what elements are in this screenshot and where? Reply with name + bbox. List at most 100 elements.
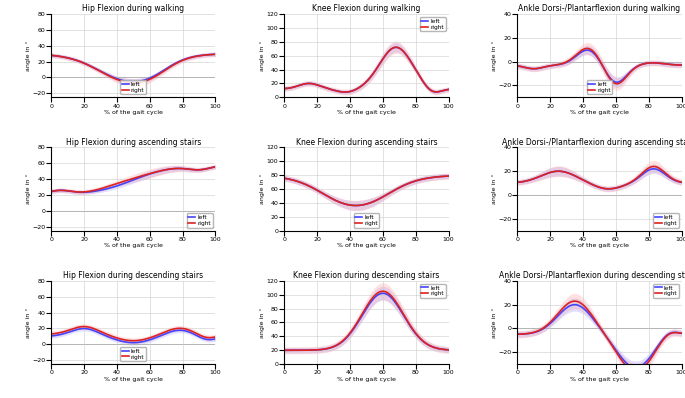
right [604,186,612,191]
right [513,180,521,185]
left [653,167,661,172]
left [445,347,453,352]
right [47,53,55,58]
right [653,60,661,65]
right [377,289,386,294]
left [420,80,428,85]
Line: right: right [284,291,449,350]
left [148,74,156,79]
Line: left: left [51,328,216,343]
X-axis label: % of the gait cycle: % of the gait cycle [104,377,163,382]
right [212,164,220,169]
right [212,334,220,339]
right [419,177,427,181]
right [145,172,153,176]
right [514,64,522,68]
right [145,77,153,82]
right [48,332,56,336]
X-axis label: % of the gait cycle: % of the gait cycle [337,377,396,382]
left [663,174,671,178]
left [653,345,661,350]
Y-axis label: angle in °: angle in ° [25,174,31,204]
left [677,180,685,185]
left [47,189,55,194]
left [429,175,438,179]
left [514,332,522,337]
left [514,64,522,68]
Legend: left, right: left, right [586,80,612,94]
right [76,190,84,195]
right [148,170,156,175]
right [663,333,671,338]
right [382,53,390,58]
right [632,369,640,374]
left [129,79,137,84]
Line: right: right [517,301,682,371]
Line: right: right [284,176,449,205]
Line: left: left [284,293,449,350]
left [445,174,453,178]
right [378,195,386,200]
left [281,348,289,353]
Title: Hip Flexion during walking: Hip Flexion during walking [82,4,184,13]
X-axis label: % of the gait cycle: % of the gait cycle [337,110,396,115]
left [378,291,386,296]
right [129,80,138,85]
X-axis label: % of the gait cycle: % of the gait cycle [570,244,629,248]
left [47,53,55,58]
left [197,53,205,58]
left [663,62,671,66]
left [445,87,453,92]
right [79,324,88,329]
Y-axis label: angle in °: angle in ° [25,307,31,338]
right [612,185,620,190]
Line: left: left [517,169,682,189]
Title: Hip Flexion during descending stairs: Hip Flexion during descending stairs [64,271,203,280]
right [615,81,623,86]
X-axis label: % of the gait cycle: % of the gait cycle [104,244,163,248]
left [514,180,522,185]
right [281,86,289,91]
left [649,166,658,171]
Legend: left, right: left, right [121,347,147,361]
right [280,176,288,181]
Line: right: right [517,166,682,189]
right [611,348,619,353]
left [48,53,56,58]
Y-axis label: angle in °: angle in ° [492,41,497,71]
left [382,193,390,198]
right [419,339,427,343]
Title: Knee Flexion during descending stairs: Knee Flexion during descending stairs [293,271,440,280]
right [280,348,288,353]
right [445,87,453,92]
left [430,90,438,94]
right [378,58,386,62]
left [280,86,288,91]
right [47,332,55,336]
right [149,334,157,339]
left [612,80,620,84]
left [583,48,591,53]
left [212,336,220,341]
right [351,203,360,208]
left [513,332,521,337]
left [378,195,386,200]
right [340,90,349,94]
Legend: left, right: left, right [353,213,379,228]
right [379,57,387,62]
Line: left: left [517,305,682,368]
right [281,176,289,181]
left [377,291,386,296]
right [186,55,195,60]
Legend: left, right: left, right [653,213,679,228]
Title: Ankle Dorsi-/Plantarflexion during ascending stairs: Ankle Dorsi-/Plantarflexion during ascen… [502,138,685,146]
right [382,193,390,198]
right [571,299,579,304]
Legend: left, right: left, right [187,213,212,228]
right [612,82,621,86]
left [419,339,427,344]
left [604,186,612,191]
right [379,195,387,199]
left [187,330,195,335]
left [632,365,640,370]
